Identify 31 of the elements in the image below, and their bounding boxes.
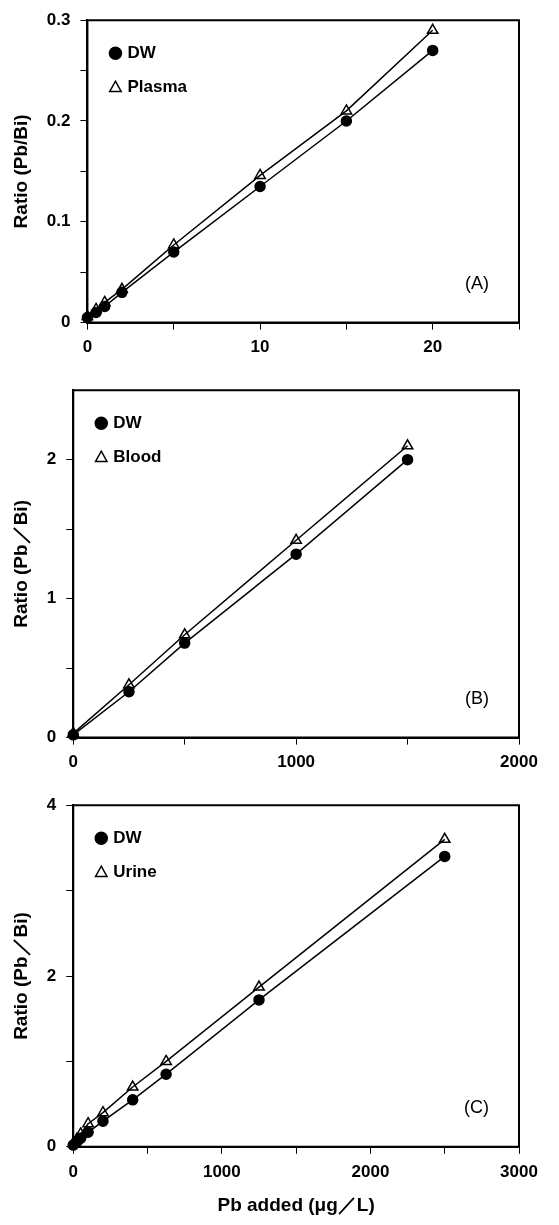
x-tick-label: 0 bbox=[82, 337, 93, 357]
y-tick-label: 2 bbox=[46, 965, 57, 985]
legend-label: Plasma bbox=[127, 76, 188, 96]
x-tick-label: 10 bbox=[250, 337, 270, 357]
y-tick-label: 0.3 bbox=[46, 9, 71, 29]
y-tick-label: 4 bbox=[46, 794, 57, 814]
legend-label: Blood bbox=[113, 446, 162, 466]
legend-label: DW bbox=[113, 827, 143, 847]
y-tick-label: 0 bbox=[46, 727, 57, 747]
y-tick-label: 0.2 bbox=[46, 110, 71, 130]
legend-label: DW bbox=[113, 412, 143, 432]
y-tick-label: 1 bbox=[46, 588, 57, 608]
annotation: (B) bbox=[465, 687, 489, 708]
y-tick-label: 0.1 bbox=[46, 211, 71, 231]
y-axis-title: Ratio (Pb／Bi) bbox=[9, 912, 31, 1040]
x-tick-label: 2000 bbox=[500, 752, 538, 772]
legend-label: DW bbox=[127, 42, 157, 62]
annotation: (C) bbox=[464, 1096, 489, 1117]
x-tick-label: 1000 bbox=[202, 1161, 241, 1181]
x-tick-label: 3000 bbox=[500, 1161, 538, 1181]
x-tick-label: 20 bbox=[423, 337, 443, 357]
y-tick-label: 0 bbox=[60, 312, 71, 332]
y-tick-label: 2 bbox=[46, 449, 57, 469]
legend-label: Urine bbox=[113, 861, 157, 881]
y-axis-title: Ratio (Pb/Bi) bbox=[9, 114, 31, 229]
y-axis-title: Ratio (Pb／Bi) bbox=[9, 500, 31, 628]
x-tick-label: 1000 bbox=[277, 752, 316, 772]
x-axis-title: Pb added (μg／L) bbox=[217, 1193, 375, 1215]
y-tick-label: 0 bbox=[46, 1136, 57, 1156]
x-tick-label: 2000 bbox=[351, 1161, 390, 1181]
annotation: (A) bbox=[465, 272, 489, 293]
